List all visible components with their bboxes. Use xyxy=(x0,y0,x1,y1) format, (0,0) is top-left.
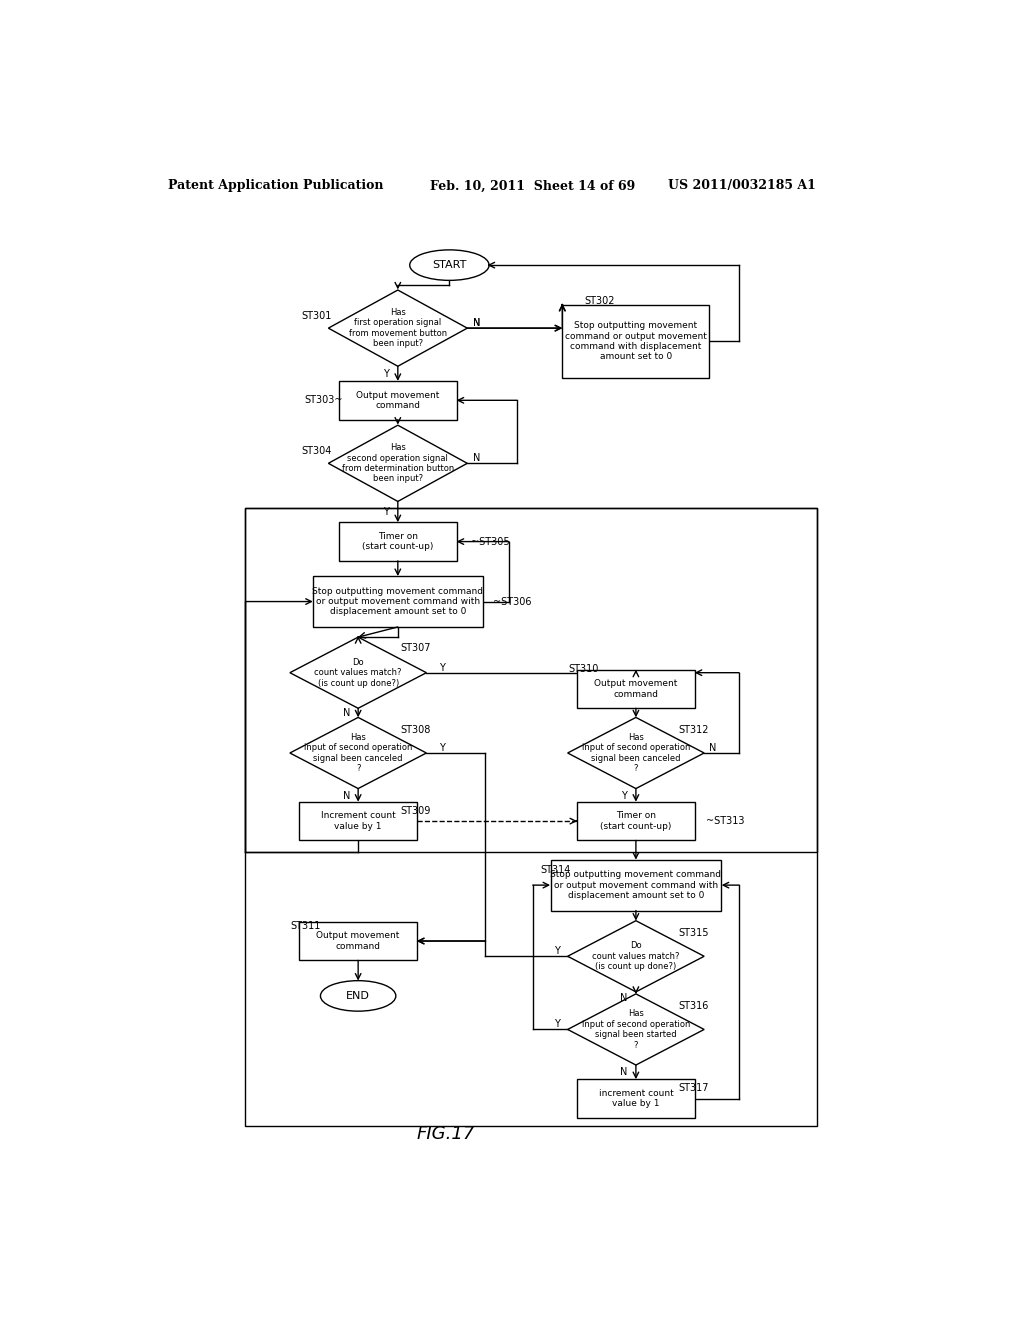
Text: N: N xyxy=(343,709,350,718)
Text: ST312: ST312 xyxy=(678,725,709,735)
Text: END: END xyxy=(346,991,370,1001)
Text: Do
count values match?
(is count up done?): Do count values match? (is count up done… xyxy=(592,941,680,972)
Text: ST309: ST309 xyxy=(400,807,430,816)
Text: N: N xyxy=(473,318,481,329)
Text: Increment count
value by 1: Increment count value by 1 xyxy=(321,812,395,830)
Text: Y: Y xyxy=(383,507,389,517)
Text: Feb. 10, 2011  Sheet 14 of 69: Feb. 10, 2011 Sheet 14 of 69 xyxy=(430,180,635,193)
Text: Y: Y xyxy=(438,663,444,673)
Text: Timer on
(start count-up): Timer on (start count-up) xyxy=(600,812,672,830)
Text: Stop outputting movement
command or output movement
command with displacement
am: Stop outputting movement command or outp… xyxy=(565,321,707,362)
Ellipse shape xyxy=(410,249,489,280)
Text: Has
second operation signal
from determination button
been input?: Has second operation signal from determi… xyxy=(342,444,454,483)
Text: ST316: ST316 xyxy=(678,1001,709,1011)
FancyBboxPatch shape xyxy=(578,669,694,709)
Polygon shape xyxy=(290,718,426,788)
Text: N: N xyxy=(710,743,717,752)
FancyBboxPatch shape xyxy=(339,381,457,420)
Text: ST317: ST317 xyxy=(678,1084,709,1093)
Polygon shape xyxy=(329,425,467,502)
FancyBboxPatch shape xyxy=(578,1080,694,1118)
Text: ~ST306: ~ST306 xyxy=(494,597,531,607)
Text: Output movement
command: Output movement command xyxy=(356,391,439,411)
Text: N: N xyxy=(473,453,481,463)
Ellipse shape xyxy=(321,981,396,1011)
Text: Stop outputting movement command
or output movement command with
displacement am: Stop outputting movement command or outp… xyxy=(551,870,721,900)
Text: Has
first operation signal
from movement button
been input?: Has first operation signal from movement… xyxy=(349,308,446,348)
Text: ST315: ST315 xyxy=(678,928,709,939)
Text: US 2011/0032185 A1: US 2011/0032185 A1 xyxy=(668,180,815,193)
Text: ST307: ST307 xyxy=(400,643,431,653)
FancyBboxPatch shape xyxy=(299,801,417,841)
Polygon shape xyxy=(329,290,467,366)
Text: N: N xyxy=(621,1067,628,1077)
Polygon shape xyxy=(290,638,426,709)
Text: Y: Y xyxy=(438,743,444,752)
FancyBboxPatch shape xyxy=(578,801,694,841)
Text: N: N xyxy=(621,993,628,1003)
Text: Stop outputting movement command
or output movement command with
displacement am: Stop outputting movement command or outp… xyxy=(312,586,483,616)
Text: Patent Application Publication: Patent Application Publication xyxy=(168,180,383,193)
Text: Y: Y xyxy=(554,946,559,956)
Text: ST304: ST304 xyxy=(301,446,332,457)
Text: ST301: ST301 xyxy=(301,312,332,321)
Text: Do
count values match?
(is count up done?): Do count values match? (is count up done… xyxy=(314,657,401,688)
Polygon shape xyxy=(567,718,705,788)
Text: Timer on
(start count-up): Timer on (start count-up) xyxy=(362,532,433,552)
Text: START: START xyxy=(432,260,467,271)
Text: increment count
value by 1: increment count value by 1 xyxy=(599,1089,673,1109)
Text: ST308: ST308 xyxy=(400,725,430,735)
Text: Has
input of second operation
signal been started
?: Has input of second operation signal bee… xyxy=(582,1010,690,1049)
Text: ST314: ST314 xyxy=(541,865,571,875)
FancyBboxPatch shape xyxy=(551,859,721,911)
Text: Y: Y xyxy=(383,368,389,379)
FancyBboxPatch shape xyxy=(562,305,710,378)
FancyBboxPatch shape xyxy=(299,921,417,961)
Text: Y: Y xyxy=(622,791,627,801)
Text: N: N xyxy=(343,791,350,801)
Text: ~ST313: ~ST313 xyxy=(706,816,744,826)
Text: ~ST305: ~ST305 xyxy=(471,537,510,546)
Text: ST310: ST310 xyxy=(568,664,599,673)
Text: Has
input of second operation
signal been canceled
?: Has input of second operation signal bee… xyxy=(582,733,690,774)
Text: ST303~: ST303~ xyxy=(304,395,343,405)
FancyBboxPatch shape xyxy=(312,576,483,627)
Text: Has
input of second operation
signal been canceled
?: Has input of second operation signal bee… xyxy=(304,733,413,774)
FancyBboxPatch shape xyxy=(339,523,457,561)
Polygon shape xyxy=(567,994,705,1065)
Text: ST311: ST311 xyxy=(291,921,322,931)
Text: N: N xyxy=(473,318,481,329)
Polygon shape xyxy=(567,921,705,991)
Text: Output movement
command: Output movement command xyxy=(316,932,399,950)
Text: Y: Y xyxy=(554,1019,559,1030)
Text: Output movement
command: Output movement command xyxy=(594,680,678,698)
Text: FIG.17: FIG.17 xyxy=(416,1125,475,1143)
Text: ST302: ST302 xyxy=(585,296,614,306)
